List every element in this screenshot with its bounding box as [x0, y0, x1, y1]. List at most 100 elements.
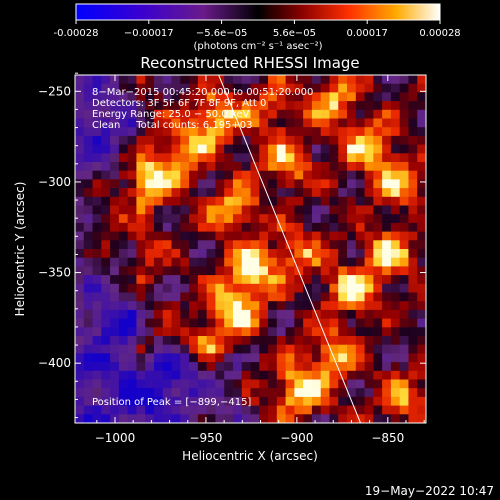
heatmap-cell	[206, 109, 216, 119]
heatmap-cell	[268, 283, 278, 293]
heatmap-cell	[206, 283, 216, 293]
heatmap-cell	[110, 266, 120, 276]
heatmap-cell	[285, 135, 295, 146]
heatmap-cell	[382, 257, 392, 267]
y-tick-label: −350	[38, 266, 71, 280]
heatmap-cell	[294, 275, 304, 285]
heatmap-cell	[294, 336, 304, 346]
heatmap-cell	[101, 353, 111, 363]
heatmap-cell	[364, 188, 374, 198]
heatmap-cell	[206, 396, 216, 407]
heatmap-cell	[110, 318, 120, 328]
heatmap-cell	[268, 370, 278, 380]
heatmap-cell	[127, 362, 137, 372]
heatmap-cell	[294, 92, 304, 102]
heatmap-cell	[145, 231, 155, 241]
heatmap-cell	[303, 249, 313, 259]
heatmap-cell	[75, 266, 85, 276]
heatmap-cell	[145, 318, 155, 328]
heatmap-cell	[303, 214, 313, 224]
colorbar: -0.00028 −0.00017 −5.6e−05 5.6e−05 0.00017 0.…	[54, 3, 461, 52]
heatmap-cell	[206, 336, 216, 346]
heatmap-cell	[320, 362, 330, 372]
heatmap-cell	[189, 118, 199, 128]
heatmap-cell	[162, 362, 173, 372]
heatmap-cell	[338, 266, 348, 276]
heatmap-cell	[373, 405, 383, 415]
heatmap-cell	[373, 266, 383, 276]
heatmap-cell	[136, 275, 146, 285]
heatmap-cell	[338, 309, 348, 320]
heatmap-cell	[92, 379, 102, 389]
heatmap-cell	[232, 353, 243, 363]
heatmap-cell	[399, 405, 409, 415]
heatmap-cell	[268, 275, 278, 285]
heatmap-cell	[259, 414, 269, 423]
heatmap-cell	[215, 283, 225, 293]
heatmap-cell	[110, 196, 120, 206]
heatmap-cell	[118, 127, 129, 137]
heatmap-cell	[127, 92, 137, 102]
heatmap-cell	[224, 153, 234, 163]
heatmap-cell	[399, 144, 409, 154]
heatmap-cell	[250, 179, 260, 189]
heatmap-cell	[145, 170, 155, 180]
heatmap-cell	[303, 362, 313, 372]
heatmap-cell	[136, 370, 146, 380]
heatmap-cell	[118, 370, 129, 380]
heatmap-cell	[250, 344, 260, 354]
x-tick-label: −1000	[95, 431, 136, 445]
heatmap-cell	[285, 266, 295, 276]
heatmap-cell	[215, 257, 225, 267]
heatmap-cell	[153, 240, 164, 250]
heatmap-cell	[118, 275, 129, 285]
heatmap-cell	[347, 249, 357, 259]
heatmap-cell	[320, 188, 330, 198]
heatmap-cell	[145, 205, 155, 215]
heatmap-cell	[408, 318, 418, 328]
heatmap-cell	[399, 188, 409, 198]
heatmap-cell	[224, 309, 234, 320]
y-axis-ticks: −250−300−350−400	[38, 72, 426, 419]
heatmap-cell	[382, 231, 392, 241]
heatmap-cell	[145, 144, 155, 154]
heatmap-cell	[118, 240, 129, 250]
heatmap-cell	[311, 388, 322, 398]
heatmap-cell	[399, 205, 409, 215]
heatmap-cell	[153, 292, 164, 302]
heatmap-cell	[382, 275, 392, 285]
heatmap-cell	[303, 118, 313, 128]
heatmap-cell	[189, 231, 199, 241]
heatmap-cell	[206, 83, 216, 93]
heatmap-cell	[268, 127, 278, 137]
heatmap-cell	[92, 170, 102, 180]
heatmap-cell	[364, 388, 374, 398]
heatmap-cell	[382, 344, 392, 354]
heatmap-cell	[408, 414, 418, 423]
heatmap-cell	[162, 257, 173, 267]
heatmap-cell	[145, 370, 155, 380]
heatmap-cell	[197, 240, 208, 250]
heatmap-cell	[311, 327, 322, 337]
heatmap-cell	[250, 135, 260, 146]
heatmap-cell	[101, 83, 111, 93]
heatmap-cell	[329, 240, 339, 250]
heatmap-cell	[329, 179, 339, 189]
heatmap-cell	[268, 92, 278, 102]
heatmap-cell	[189, 388, 199, 398]
heatmap-cell	[189, 170, 199, 180]
heatmap-cell	[215, 292, 225, 302]
heatmap-cell	[127, 162, 137, 172]
heatmap-cell	[338, 362, 348, 372]
heatmap-cell	[364, 362, 374, 372]
heatmap-cell	[338, 153, 348, 163]
heatmap-cell	[110, 188, 120, 198]
heatmap-cell	[197, 179, 208, 189]
heatmap-cell	[399, 362, 409, 372]
heatmap-cell	[347, 118, 357, 128]
heatmap-cell	[241, 318, 251, 328]
heatmap-cell	[75, 101, 85, 111]
heatmap-cell	[75, 205, 85, 215]
heatmap-cell	[408, 283, 418, 293]
heatmap-cell	[268, 109, 278, 119]
